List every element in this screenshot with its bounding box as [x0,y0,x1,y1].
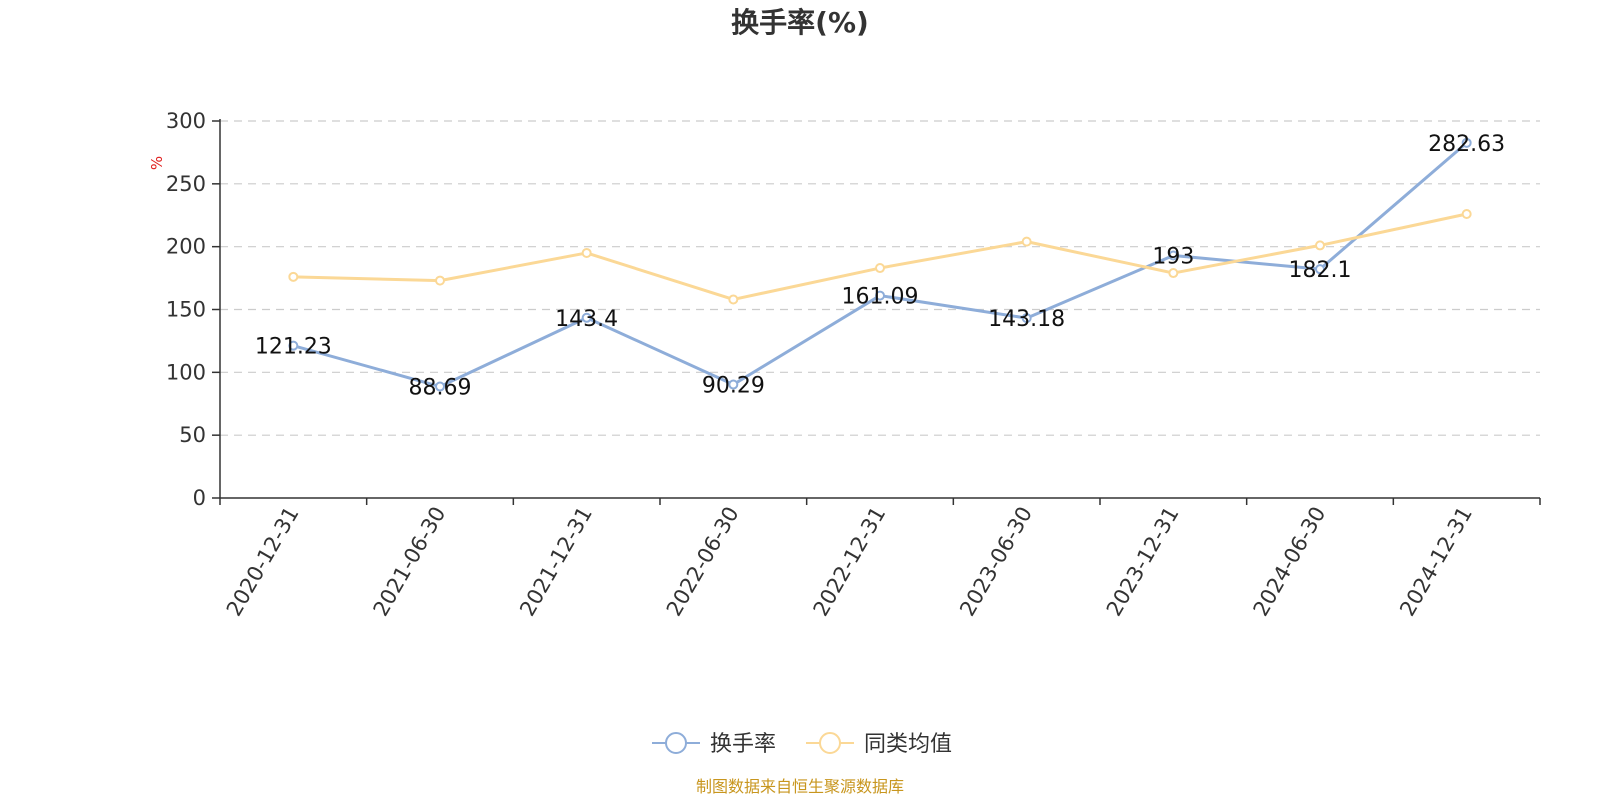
x-tick-label: 2023-06-30 [955,503,1037,621]
data-point [288,271,299,282]
legend-circle-icon [665,732,687,754]
data-point [1021,313,1032,324]
data-point [435,275,445,286]
data-point [1021,236,1032,247]
data-label: 143.4 [555,307,618,332]
data-point [435,381,445,392]
data-point [875,290,885,301]
data-label: 143.18 [988,307,1065,332]
data-point [1315,240,1325,251]
data-point [1168,250,1179,261]
legend-label: 同类均值 [864,732,952,757]
y-axis-unit: % [148,156,166,170]
data-label: 161.09 [842,285,919,310]
data-source-note: 制图数据来自恒生聚源数据库 [696,777,904,796]
legend: 换手率 同类均值 [652,732,952,757]
data-point [1315,264,1325,275]
data-label: 90.29 [702,374,765,399]
data-point [288,340,299,351]
x-tick-label: 2021-06-30 [369,503,451,621]
data-point [1461,208,1472,219]
data-point [1461,137,1472,148]
y-tick-labels: 0 50 100 150 200 250 300 [166,109,206,510]
x-tick-label: 2023-12-31 [1102,503,1184,621]
y-tick-label: 300 [166,109,206,133]
x-tick-label: 2024-12-31 [1395,503,1477,621]
axes [212,119,1541,505]
data-label: 88.69 [409,376,472,401]
x-tick-label: 2022-06-30 [662,503,744,621]
x-tick-label: 2021-12-31 [515,503,597,621]
x-tick-label: 2022-12-31 [809,503,891,621]
x-tick-labels: 2020-12-31 2021-06-30 2021-12-31 2022-06-30… [222,503,1477,621]
data-label: 193 [1152,244,1194,269]
y-tick-label: 50 [179,423,206,447]
x-tick-label: 2024-06-30 [1249,503,1331,621]
data-label: 121.23 [255,335,332,360]
data-point [581,312,592,323]
legend-circle-icon [819,732,841,754]
data-point [728,294,739,305]
data-point [728,379,739,390]
data-label: 282.63 [1428,132,1505,157]
y-tick-label: 250 [166,172,206,196]
y-tick-label: 200 [166,235,206,259]
x-tick-label: 2020-12-31 [222,503,304,621]
data-labels: 121.23 88.69 143.4 90.29 161.09 143.18 193 182.… [255,132,1505,401]
data-point [581,247,592,258]
data-point [875,263,885,274]
y-tick-label: 150 [166,298,206,322]
data-point [1168,268,1179,279]
series-lines [288,137,1472,392]
data-label: 182.1 [1289,258,1352,283]
legend-label: 换手率 [710,732,776,757]
y-tick-label: 100 [166,360,206,384]
y-tick-label: 0 [193,486,206,510]
grid-lines [220,120,1540,436]
chart-title: 换手率(%) [731,6,869,39]
